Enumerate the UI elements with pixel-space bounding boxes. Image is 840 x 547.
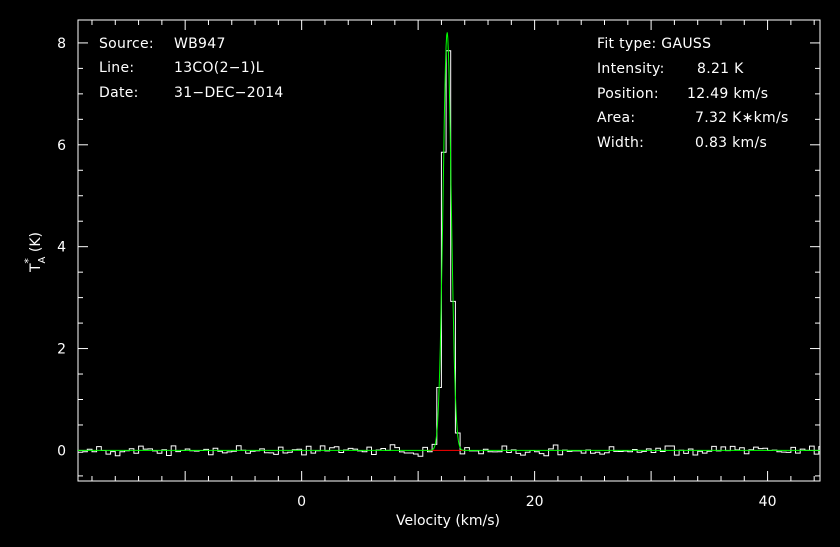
svg-text:TA*(K): TA* (K) [22, 232, 48, 273]
y-tick-label: 2 [57, 342, 66, 358]
area-value: 7.32 K∗km/s [695, 110, 789, 126]
header-right: Fit type: GAUSS Intensity: 8.21 K Positi… [597, 36, 817, 156]
source-label: Source: [99, 36, 154, 52]
header-left: Source: WB947 Line: 13CO(2−1)L Date: 31−… [99, 36, 329, 108]
width-value: 0.83 km/s [695, 135, 768, 151]
y-axis-label-unit: (K) [28, 232, 44, 252]
intensity-label: Intensity: [597, 61, 665, 77]
position-value: 12.49 km/s [687, 86, 769, 102]
y-tick-label: 4 [57, 240, 66, 256]
area-label: Area: [597, 110, 636, 126]
x-axis-label: Velocity (km/s) [396, 513, 500, 529]
x-tick-label: 40 [759, 494, 777, 510]
date-label: Date: [99, 85, 139, 101]
width-label: Width: [597, 135, 645, 151]
y-tick-label: 0 [57, 443, 66, 459]
x-tick-label: 20 [526, 494, 544, 510]
intensity-value: 8.21 K [697, 61, 744, 77]
x-tick-label: 0 [297, 494, 306, 510]
y-tick-label: 6 [57, 138, 66, 154]
y-tick-label: 8 [57, 36, 66, 52]
line-value: 13CO(2−1)L [174, 60, 264, 76]
y-axis-label: TA* (K) [22, 232, 48, 273]
gaussian-fit-curve [78, 32, 820, 451]
plot-frame [77, 19, 821, 482]
fit-type-text: Fit type: GAUSS [597, 36, 712, 52]
date-value: 31−DEC−2014 [174, 85, 284, 101]
y-axis-label-sup: * [22, 258, 35, 264]
axis-ticks [78, 20, 820, 481]
y-axis-label-sub: A [37, 256, 48, 263]
line-label: Line: [99, 60, 135, 76]
source-value: WB947 [174, 36, 226, 52]
position-label: Position: [597, 86, 659, 102]
y-axis-label-main: T [28, 263, 44, 273]
axis-tick-labels: 0 20 40 0 2 4 6 8 [57, 36, 776, 510]
